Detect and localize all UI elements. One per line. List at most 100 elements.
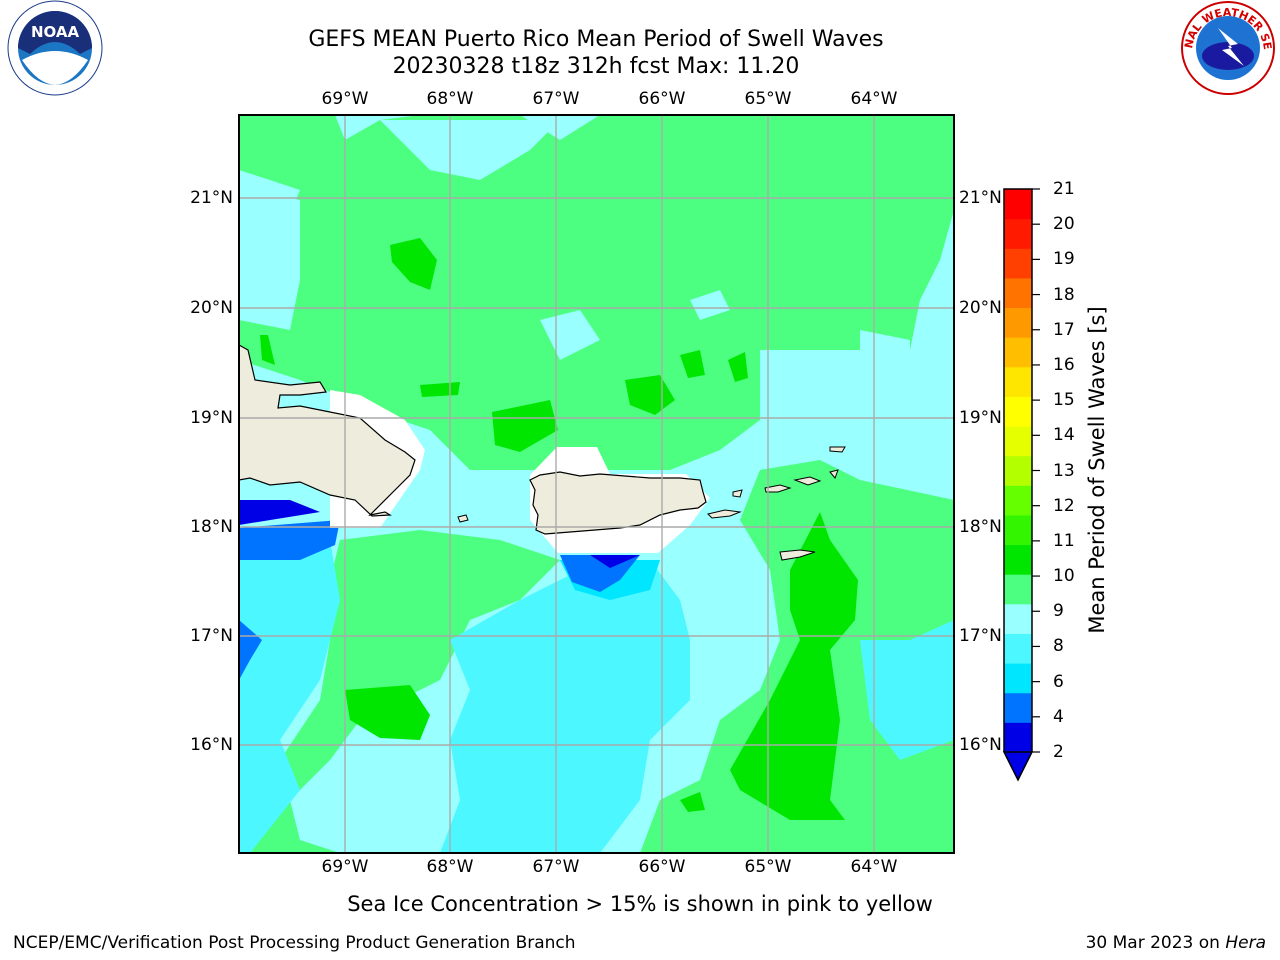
colorbar-segment xyxy=(1004,722,1032,753)
colorbar-segment xyxy=(1004,248,1032,279)
period-band-10-11 xyxy=(730,512,858,820)
period-band-10-11 xyxy=(390,238,437,290)
colorbar-segment xyxy=(1004,277,1032,309)
graticule xyxy=(239,115,954,853)
colorbar-segment xyxy=(1004,514,1032,546)
lon-label-bottom: 64°W xyxy=(850,857,898,877)
period-band-10-11 xyxy=(492,400,558,452)
period-band-10-11 xyxy=(680,792,705,812)
colorbar-tick-label: 19 xyxy=(1053,249,1075,270)
period-band-6-8 xyxy=(440,560,690,853)
colorbar-tick-label: 12 xyxy=(1053,495,1075,516)
colorbar-segment xyxy=(1004,396,1032,427)
colorbar-tick-label: 2 xyxy=(1053,742,1064,762)
period-band-2-4 xyxy=(560,555,640,592)
colorbar-tick-label: 16 xyxy=(1053,354,1075,375)
colorbar-tick-label: 15 xyxy=(1053,390,1075,411)
period-band-10-11 xyxy=(680,350,705,378)
lon-label-top: 67°W xyxy=(532,89,580,109)
colorbar-tick-label: 14 xyxy=(1053,425,1075,446)
colorbar-segment xyxy=(1004,426,1032,457)
land-mona-island xyxy=(457,514,469,523)
lat-label-left: 21°N xyxy=(190,188,233,208)
lat-label-right: 17°N xyxy=(959,626,1002,646)
colorbar-segment xyxy=(1004,337,1032,368)
colorbar-segment xyxy=(1004,574,1032,605)
colorbar-tick-label: 8 xyxy=(1053,636,1064,657)
period-band-10-11 xyxy=(345,685,430,740)
period-band-6-8 xyxy=(860,620,954,760)
lon-label-top: 65°W xyxy=(744,89,792,109)
lat-label-right: 19°N xyxy=(959,408,1002,428)
period-band-10-11 xyxy=(260,335,275,365)
lat-label-right: 16°N xyxy=(959,735,1002,755)
period-band-2-4 xyxy=(590,555,640,568)
lat-label-left: 19°N xyxy=(190,408,233,428)
lon-label-bottom: 65°W xyxy=(744,857,792,877)
lon-label-top: 66°W xyxy=(638,89,686,109)
lat-label-right: 18°N xyxy=(959,517,1002,537)
colorbar-tick-label: 18 xyxy=(1053,284,1075,305)
colorbar-segment xyxy=(1004,366,1032,397)
footer-date-text: 30 Mar 2023 on xyxy=(1085,933,1226,953)
footer-host: Hera xyxy=(1225,933,1266,953)
colorbar-segment xyxy=(1004,663,1032,694)
colorbar-tick-label: 9 xyxy=(1053,601,1064,622)
colorbar-segment xyxy=(1004,455,1032,486)
map-frame xyxy=(238,114,955,854)
footer-producer: NCEP/EMC/Verification Post Processing Pr… xyxy=(13,933,576,953)
land-hispaniola xyxy=(239,344,416,517)
period-band-8-9 xyxy=(239,190,300,310)
colorbar-tick-label: 13 xyxy=(1053,460,1075,481)
colorbar-segment xyxy=(1004,218,1032,249)
lat-label-left: 16°N xyxy=(190,735,233,755)
lon-label-top: 64°W xyxy=(850,89,898,109)
lon-label-bottom: 66°W xyxy=(638,857,686,877)
colorbar-segment xyxy=(1004,189,1032,220)
colorbar-tick-label: 11 xyxy=(1053,530,1075,551)
noaa-logo: NOAA xyxy=(7,0,103,96)
lat-label-left: 17°N xyxy=(190,626,233,646)
colorbar-extend-arrow xyxy=(1002,751,1034,782)
lon-label-top: 68°W xyxy=(426,89,474,109)
colorbar-tick-label: 17 xyxy=(1053,319,1075,340)
lon-label-bottom: 67°W xyxy=(532,857,580,877)
period-band-8-9 xyxy=(540,310,600,360)
colorbar-tick-label: 6 xyxy=(1053,671,1064,692)
colorbar-tick-label: 20 xyxy=(1053,214,1075,235)
period-band-8-9 xyxy=(380,120,560,180)
period-band-2-4 xyxy=(239,620,262,680)
colorbar-segment xyxy=(1004,692,1032,723)
chart-title: GEFS MEAN Puerto Rico Mean Period of Swe… xyxy=(308,27,884,52)
lat-label-left: 18°N xyxy=(190,517,233,537)
colorbar-segment xyxy=(1004,485,1032,516)
lat-label-right: 21°N xyxy=(959,188,1002,208)
svg-text:NOAA: NOAA xyxy=(31,23,80,41)
period-band-10-11 xyxy=(728,352,748,382)
lon-label-bottom: 69°W xyxy=(321,857,369,877)
period-band-8-9 xyxy=(860,330,910,390)
colorbar-tick-label: 10 xyxy=(1053,566,1075,587)
period-band-2-4 xyxy=(239,520,340,560)
footer-date: 30 Mar 2023 on Hera xyxy=(1086,932,1266,954)
chart-subtitle: 20230328 t18z 312h fcst Max: 11.20 xyxy=(392,54,800,79)
period-band-8-9 xyxy=(690,290,730,320)
colorbar-segment xyxy=(1004,307,1032,338)
colorbar-title: Mean Period of Swell Waves [s] xyxy=(1085,306,1109,634)
colorbar-segment xyxy=(1004,633,1032,664)
colorbar-segment xyxy=(1004,603,1032,634)
colorbar-segment xyxy=(1004,544,1032,575)
lon-label-top: 69°W xyxy=(321,89,369,109)
lat-label-right: 20°N xyxy=(959,298,1002,318)
colorbar-tick-label: 21 xyxy=(1053,179,1075,199)
colorbar xyxy=(1002,188,1040,782)
colorbar-tick-label: 4 xyxy=(1053,706,1064,727)
period-band-2-4 xyxy=(239,500,320,525)
lon-label-bottom: 68°W xyxy=(426,857,474,877)
period-band-9-10 xyxy=(239,115,954,470)
sea-ice-note: Sea Ice Concentration > 15% is shown in … xyxy=(347,892,933,916)
land-virgin-islands xyxy=(707,446,846,561)
period-band-6-8 xyxy=(239,540,340,853)
